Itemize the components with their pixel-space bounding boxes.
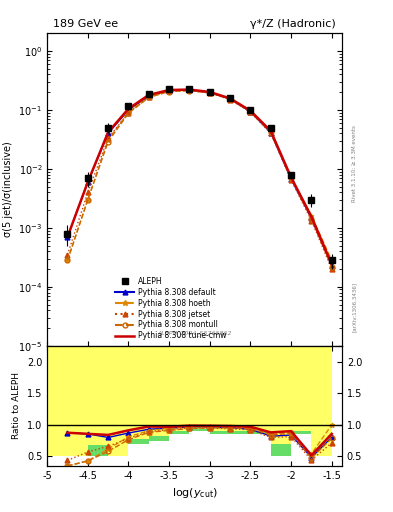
Text: Rivet 3.1.10; ≥ 3.3M events: Rivet 3.1.10; ≥ 3.3M events [352,125,357,202]
Pythia 8.308 default [167,88,171,94]
Pythia 8.308 hoeth [106,137,110,143]
Pythia 8.308 jetset [126,110,131,116]
Pythia 8.308 hoeth [65,258,70,264]
Pythia 8.308 montull [65,258,70,264]
Pythia 8.308 tune-cmw [187,87,192,93]
Pythia 8.308 jetset [289,177,294,183]
Pythia 8.308 jetset [268,131,273,137]
Line: Pythia 8.308 default: Pythia 8.308 default [65,88,334,268]
Pythia 8.308 tune-cmw [126,105,131,112]
Pythia 8.308 montull [228,96,233,102]
Pythia 8.308 default [85,179,90,185]
Pythia 8.308 default [329,263,334,269]
Pythia 8.308 montull [268,129,273,135]
Pythia 8.308 default [147,93,151,99]
Pythia 8.308 default [126,107,131,113]
Pythia 8.308 jetset [228,97,233,103]
Pythia 8.308 jetset [85,189,90,196]
Pythia 8.308 jetset [248,109,253,115]
Pythia 8.308 jetset [65,252,70,258]
Pythia 8.308 hoeth [289,175,294,181]
Pythia 8.308 tune-cmw [65,234,70,240]
Pythia 8.308 default [289,176,294,182]
Text: ALEPH_2004_S5765862: ALEPH_2004_S5765862 [157,331,232,336]
Pythia 8.308 hoeth [126,109,131,115]
Legend: ALEPH, Pythia 8.308 default, Pythia 8.308 hoeth, Pythia 8.308 jetset, Pythia 8.3: ALEPH, Pythia 8.308 default, Pythia 8.30… [114,275,228,342]
Y-axis label: σ(5 jet)/σ(inclusive): σ(5 jet)/σ(inclusive) [2,142,13,238]
Pythia 8.308 jetset [187,88,192,94]
Pythia 8.308 montull [309,216,314,222]
Line: Pythia 8.308 tune-cmw: Pythia 8.308 tune-cmw [68,90,332,264]
Text: [arXiv:1306.3436]: [arXiv:1306.3436] [352,282,357,332]
Pythia 8.308 tune-cmw [248,108,253,114]
Pythia 8.308 hoeth [268,129,273,135]
Pythia 8.308 jetset [106,135,110,141]
Pythia 8.308 tune-cmw [167,87,171,93]
Pythia 8.308 default [268,130,273,136]
Pythia 8.308 tune-cmw [329,261,334,267]
Pythia 8.308 default [309,215,314,221]
Pythia 8.308 tune-cmw [228,95,233,101]
Pythia 8.308 tune-cmw [208,89,212,95]
Pythia 8.308 montull [289,175,294,181]
Pythia 8.308 tune-cmw [268,128,273,134]
Pythia 8.308 montull [208,90,212,96]
Pythia 8.308 jetset [167,88,171,94]
Y-axis label: Ratio to ALEPH: Ratio to ALEPH [12,372,21,439]
Pythia 8.308 montull [106,139,110,145]
Pythia 8.308 hoeth [329,258,334,264]
Pythia 8.308 tune-cmw [106,129,110,135]
Line: Pythia 8.308 montull: Pythia 8.308 montull [65,88,334,269]
Pythia 8.308 hoeth [248,108,253,114]
Pythia 8.308 montull [329,264,334,270]
Line: Pythia 8.308 hoeth: Pythia 8.308 hoeth [65,88,334,263]
Text: 189 GeV ee: 189 GeV ee [53,18,118,29]
Pythia 8.308 tune-cmw [309,214,314,220]
Line: Pythia 8.308 jetset: Pythia 8.308 jetset [65,88,334,271]
Pythia 8.308 default [228,96,233,102]
Pythia 8.308 hoeth [147,94,151,100]
Pythia 8.308 hoeth [167,88,171,94]
Pythia 8.308 tune-cmw [85,179,90,185]
Pythia 8.308 default [187,87,192,93]
X-axis label: $\log(y_{\rm cut})$: $\log(y_{\rm cut})$ [172,486,217,500]
Text: γ*/Z (Hadronic): γ*/Z (Hadronic) [250,18,336,29]
Pythia 8.308 default [248,109,253,115]
Pythia 8.308 montull [85,197,90,203]
Pythia 8.308 hoeth [228,96,233,102]
Pythia 8.308 default [65,234,70,240]
Pythia 8.308 default [106,131,110,137]
Pythia 8.308 tune-cmw [289,174,294,180]
Pythia 8.308 jetset [208,90,212,96]
Pythia 8.308 hoeth [208,89,212,95]
Pythia 8.308 tune-cmw [147,92,151,98]
Pythia 8.308 montull [167,89,171,95]
Pythia 8.308 hoeth [85,197,90,203]
Pythia 8.308 jetset [147,94,151,100]
Pythia 8.308 hoeth [309,212,314,219]
Pythia 8.308 montull [248,109,253,115]
Pythia 8.308 default [208,90,212,96]
Pythia 8.308 hoeth [187,87,192,93]
Pythia 8.308 jetset [309,218,314,224]
Pythia 8.308 montull [187,88,192,94]
Pythia 8.308 montull [126,110,131,116]
Pythia 8.308 jetset [329,266,334,272]
Pythia 8.308 montull [147,94,151,100]
